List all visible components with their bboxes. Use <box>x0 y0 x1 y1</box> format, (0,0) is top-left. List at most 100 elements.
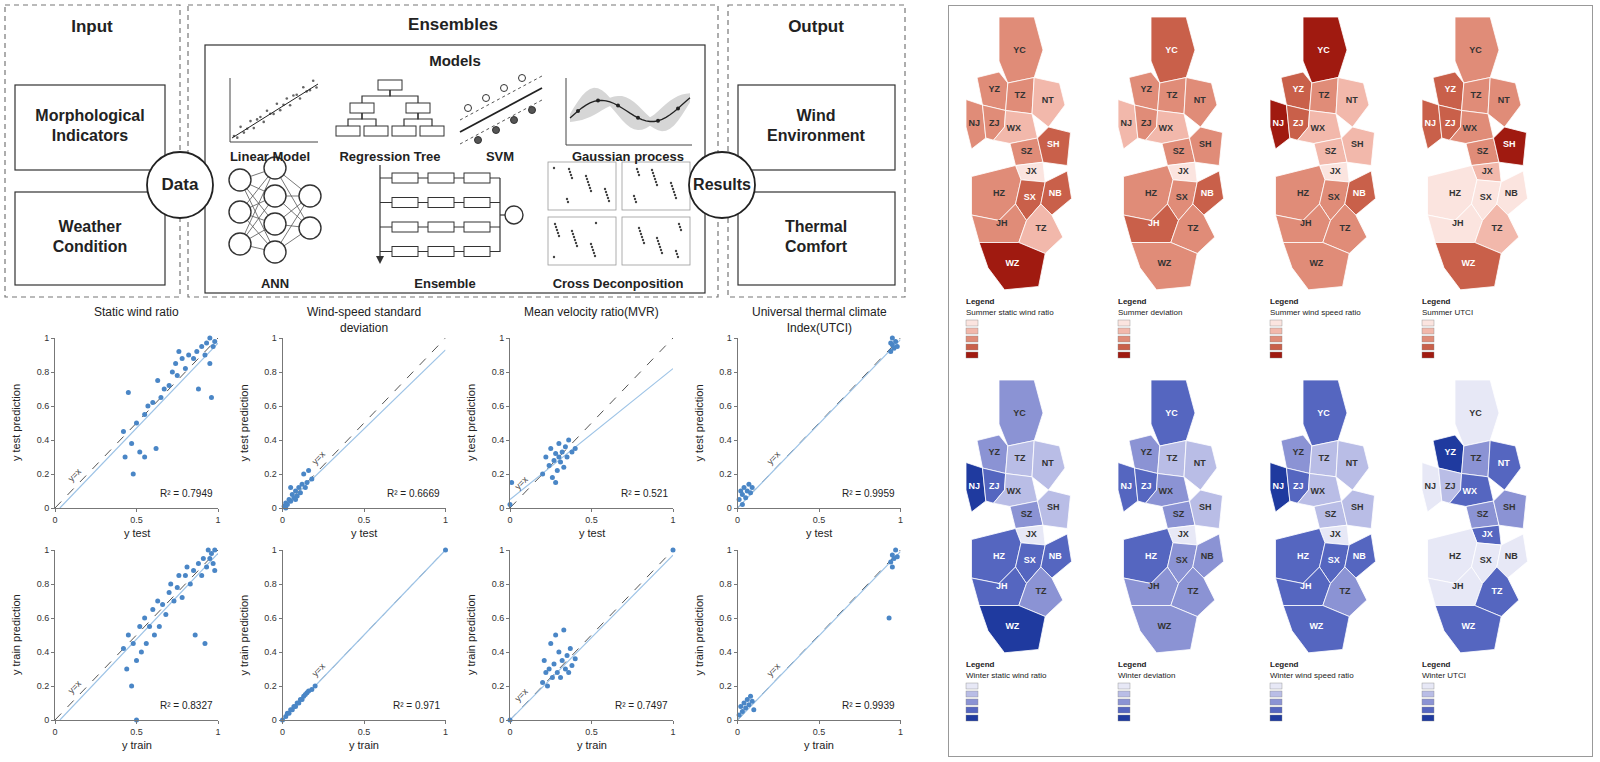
svg-text:JH: JH <box>1300 219 1312 229</box>
svg-text:NB: NB <box>1505 188 1518 198</box>
svg-text:0.8: 0.8 <box>492 367 505 377</box>
svg-text:JX: JX <box>1178 167 1189 177</box>
svg-text:JX: JX <box>1178 530 1189 540</box>
svg-text:HZ: HZ <box>1449 188 1461 198</box>
svg-text:y train prediction: y train prediction <box>465 594 477 675</box>
svg-text:SZ: SZ <box>1325 510 1337 520</box>
svg-text:Gaussian process: Gaussian process <box>572 149 684 164</box>
svg-text:NJ: NJ <box>1121 481 1133 491</box>
svg-text:0.6: 0.6 <box>37 613 50 623</box>
svg-text:y test: y test <box>806 527 832 539</box>
svg-text:TZ: TZ <box>1318 91 1329 101</box>
svg-text:SZ: SZ <box>1021 147 1033 157</box>
svg-text:NB: NB <box>1049 188 1062 198</box>
svg-text:ZJ: ZJ <box>989 482 1000 492</box>
svg-text:0.2: 0.2 <box>719 681 732 691</box>
svg-text:JH: JH <box>1452 219 1464 229</box>
svg-text:y=x: y=x <box>310 661 327 679</box>
svg-text:ZJ: ZJ <box>1293 482 1304 492</box>
svg-text:NJ: NJ <box>1273 118 1285 128</box>
svg-text:TZ: TZ <box>1470 91 1481 101</box>
svg-text:JH: JH <box>1452 582 1464 592</box>
svg-text:Legend: Legend <box>1270 660 1299 669</box>
svg-text:1: 1 <box>272 333 277 343</box>
svg-text:0.4: 0.4 <box>37 435 50 445</box>
svg-text:Regression Tree: Regression Tree <box>339 149 440 164</box>
svg-text:Universal thermal climateIndex: Universal thermal climateIndex(UTCI) <box>752 305 887 335</box>
svg-text:Input: Input <box>71 17 113 36</box>
svg-text:HZ: HZ <box>1449 551 1461 561</box>
svg-text:TZ: TZ <box>1014 91 1025 101</box>
svg-text:0.5: 0.5 <box>813 727 826 737</box>
svg-text:HZ: HZ <box>993 551 1005 561</box>
svg-text:y test prediction: y test prediction <box>10 384 22 461</box>
svg-text:SVM: SVM <box>486 149 514 164</box>
svg-text:0.6: 0.6 <box>264 613 277 623</box>
svg-text:Static wind ratio: Static wind ratio <box>94 305 179 319</box>
svg-text:SH: SH <box>1047 139 1060 149</box>
svg-text:NJ: NJ <box>1425 481 1437 491</box>
svg-text:YZ: YZ <box>1445 447 1457 457</box>
svg-text:TZ: TZ <box>1491 223 1502 233</box>
svg-text:0: 0 <box>272 715 277 725</box>
svg-text:R² = 0.8327: R² = 0.8327 <box>160 700 213 711</box>
svg-text:JX: JX <box>1330 167 1341 177</box>
svg-text:1: 1 <box>670 515 675 525</box>
svg-text:y train: y train <box>577 739 607 751</box>
svg-text:0.4: 0.4 <box>37 647 50 657</box>
svg-text:0.6: 0.6 <box>492 613 505 623</box>
svg-text:0.4: 0.4 <box>719 647 732 657</box>
svg-text:TZ: TZ <box>1187 586 1198 596</box>
svg-text:SZ: SZ <box>1173 510 1185 520</box>
svg-text:0: 0 <box>280 727 285 737</box>
svg-text:YC: YC <box>1165 408 1178 418</box>
svg-text:0: 0 <box>727 715 732 725</box>
svg-text:WZ: WZ <box>1309 621 1323 631</box>
svg-text:WZ: WZ <box>1005 621 1019 631</box>
svg-text:0.5: 0.5 <box>813 515 826 525</box>
svg-text:WZ: WZ <box>1157 621 1171 631</box>
svg-text:Mean velocity ratio(MVR): Mean velocity ratio(MVR) <box>524 305 659 319</box>
svg-text:WZ: WZ <box>1157 258 1171 268</box>
svg-text:YC: YC <box>1317 408 1330 418</box>
svg-text:SX: SX <box>1328 192 1340 202</box>
svg-text:SZ: SZ <box>1173 147 1185 157</box>
svg-text:1: 1 <box>898 727 903 737</box>
svg-text:0: 0 <box>280 515 285 525</box>
svg-text:1: 1 <box>215 515 220 525</box>
svg-text:JH: JH <box>1300 582 1312 592</box>
svg-text:y test: y test <box>124 527 150 539</box>
svg-text:1: 1 <box>443 727 448 737</box>
svg-text:0.2: 0.2 <box>37 469 50 479</box>
svg-text:1: 1 <box>44 545 49 555</box>
svg-text:ZJ: ZJ <box>1141 482 1152 492</box>
svg-text:R² = 0.9959: R² = 0.9959 <box>842 488 895 499</box>
svg-text:JH: JH <box>1148 582 1160 592</box>
svg-text:y train: y train <box>349 739 379 751</box>
svg-text:NJ: NJ <box>969 481 981 491</box>
svg-text:y test prediction: y test prediction <box>238 384 250 461</box>
svg-text:Legend: Legend <box>1118 660 1147 669</box>
svg-text:1: 1 <box>670 727 675 737</box>
svg-text:WindEnvironment: WindEnvironment <box>767 108 865 144</box>
svg-text:TZ: TZ <box>1166 91 1177 101</box>
svg-text:R² = 0.7497: R² = 0.7497 <box>615 700 668 711</box>
svg-text:0.8: 0.8 <box>264 367 277 377</box>
svg-text:ZJ: ZJ <box>989 119 1000 129</box>
svg-text:HZ: HZ <box>993 188 1005 198</box>
svg-text:1: 1 <box>44 333 49 343</box>
svg-text:0.2: 0.2 <box>264 469 277 479</box>
svg-text:YC: YC <box>1469 45 1482 55</box>
svg-text:JH: JH <box>996 582 1008 592</box>
svg-text:WX: WX <box>1311 486 1326 496</box>
svg-text:NB: NB <box>1049 551 1062 561</box>
svg-text:0: 0 <box>499 715 504 725</box>
svg-text:SH: SH <box>1503 502 1516 512</box>
svg-text:R² = 0.9939: R² = 0.9939 <box>842 700 895 711</box>
svg-text:SH: SH <box>1503 139 1516 149</box>
svg-text:Wind-speed standarddeviation: Wind-speed standarddeviation <box>307 305 421 335</box>
svg-text:ANN: ANN <box>261 276 289 291</box>
svg-text:0.6: 0.6 <box>264 401 277 411</box>
svg-text:NJ: NJ <box>1425 118 1437 128</box>
svg-text:SZ: SZ <box>1325 147 1337 157</box>
